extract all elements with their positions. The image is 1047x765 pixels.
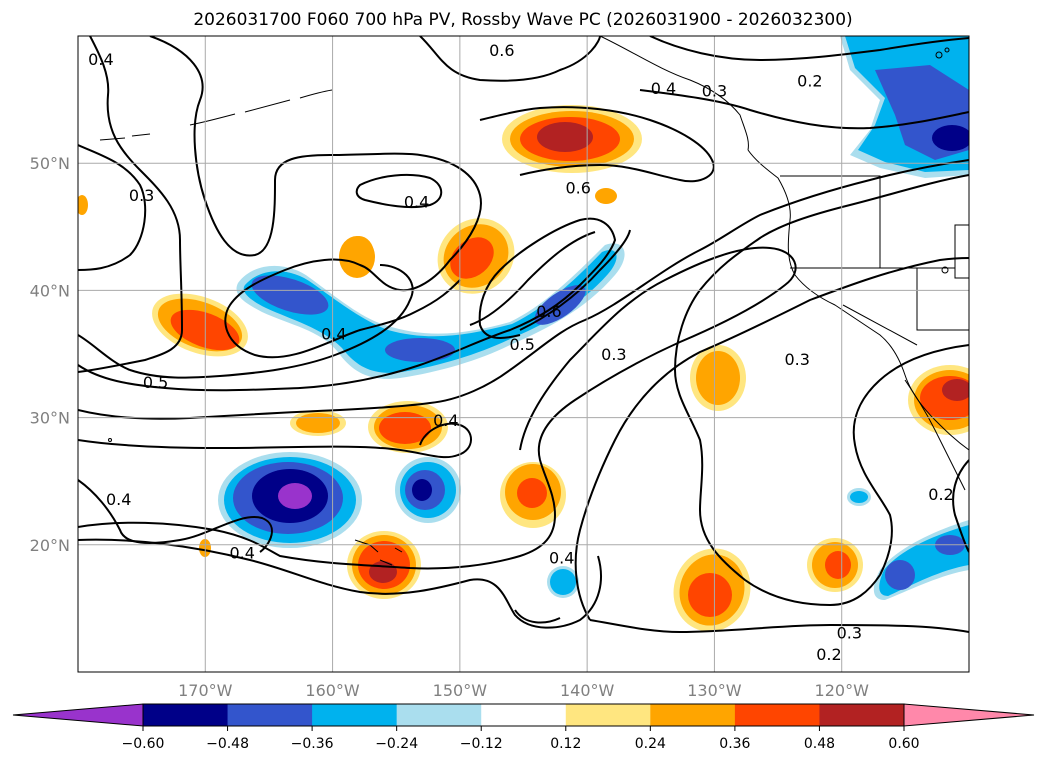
colorbar-tick-label: 0.60 <box>888 736 919 752</box>
contour-label: 0.4 <box>549 549 574 568</box>
colorbar-segment <box>481 704 567 726</box>
contour-label: 0.4 <box>433 411 458 430</box>
lat-tick-label: 20°N <box>30 536 70 555</box>
contour-label: 0.2 <box>797 72 822 91</box>
contour-0.4-long <box>78 159 969 420</box>
contour-label: 0.3 <box>837 624 862 643</box>
lat-tick-label: 50°N <box>30 154 70 173</box>
lon-tick-label: 170°W <box>178 681 233 700</box>
contour-0.4-southwest <box>78 479 273 553</box>
contour-label: 0.5 <box>510 335 535 354</box>
colorbar: −0.60 −0.48 −0.36 −0.24 −0.12 0.12 0.24 0.36 0.4… <box>12 703 1035 752</box>
coastlines <box>99 36 969 566</box>
contour-0.3-westloop <box>78 144 147 271</box>
contour-label: 0.4 <box>651 79 676 98</box>
lat-tick-labels: 20°N 30°N 40°N 50°N <box>30 154 70 555</box>
colorbar-extend-max <box>903 703 1035 727</box>
contour-0.4-loop-south <box>514 609 561 624</box>
colorbar-tick-label: −0.60 <box>122 736 165 752</box>
colorbar-segment <box>396 704 482 726</box>
contour-label: 0.3 <box>702 82 727 101</box>
contour-0.4-small <box>355 173 443 209</box>
contour-0.3-central <box>78 246 797 570</box>
colorbar-tick-label: −0.48 <box>206 736 249 752</box>
lat-tick-label: 30°N <box>30 409 70 428</box>
contour-0.6-0.5-ridge <box>469 229 631 331</box>
pv-shading <box>78 36 969 632</box>
contour-0.4-north <box>149 36 482 359</box>
contour-0.3-north <box>639 89 969 130</box>
colorbar-tick-label: 0.48 <box>804 736 835 752</box>
contour-label: 0.3 <box>129 186 154 205</box>
lon-tick-label: 120°W <box>815 681 870 700</box>
colorbar-tick-label: 0.24 <box>635 736 666 752</box>
contour-0.4-south <box>78 538 602 629</box>
coastline-alaska-panhandle <box>599 36 749 151</box>
contour-0.3-east <box>574 257 969 621</box>
contour-label: 0.5 <box>143 373 168 392</box>
map-frame <box>77 35 970 673</box>
lon-tick-label: 150°W <box>433 681 488 700</box>
lon-tick-labels: 170°W 160°W 150°W 140°W 130°W 120°W <box>178 681 869 700</box>
gridlines <box>78 36 969 672</box>
colorbar-tick-label: −0.24 <box>375 736 418 752</box>
contour-label: 0.2 <box>816 645 841 664</box>
map-title: 2026031700 F060 700 hPa PV, Rossby Wave … <box>193 10 852 30</box>
contour-0.6-gulf <box>479 106 715 183</box>
map-panel: 0.4 0.60.4 0.30.20.3 0.40.60.60.50.40.50.3 0… <box>78 36 969 672</box>
contour-0.2-south <box>589 619 969 634</box>
aleutian-islands <box>99 89 333 141</box>
positive-anomaly-gulf-alaska <box>502 105 642 173</box>
contour-0.2-north <box>649 36 969 62</box>
colorbar-segment <box>734 704 820 726</box>
negative-anomaly-subtropics <box>218 452 969 600</box>
contour-0.3-baja <box>852 344 969 576</box>
coastline-north-america <box>747 149 969 451</box>
contour-0.5-west <box>78 264 414 379</box>
contour-label: 0.2 <box>928 485 953 504</box>
colorbar-segment <box>143 704 229 726</box>
colorbar-segment <box>650 704 736 726</box>
contour-0.3-far-east <box>673 174 969 607</box>
contour-label: 0.4 <box>321 325 346 344</box>
positive-anomaly-subtropics <box>290 345 746 528</box>
contour-label: 0.6 <box>536 302 561 321</box>
contour-label: 0.3 <box>784 350 809 369</box>
colorbar-segment <box>819 704 905 726</box>
colorbar-tick-label: −0.36 <box>291 736 334 752</box>
contour-label: 0.6 <box>489 41 514 60</box>
lon-tick-label: 140°W <box>560 681 615 700</box>
contour-0.6-north <box>419 36 601 82</box>
colorbar-segment <box>565 704 651 726</box>
colorbar-tick-label: −0.12 <box>460 736 503 752</box>
colorbar-tick-label: 0.12 <box>550 736 581 752</box>
lat-tick-label: 40°N <box>30 281 70 300</box>
colorbar-frame <box>142 703 905 727</box>
coastline-baja <box>904 379 966 491</box>
lon-tick-label: 160°W <box>305 681 360 700</box>
negative-anomaly-canada <box>840 36 969 178</box>
colorbar-tick-label: 0.36 <box>719 736 750 752</box>
colorbar-extend-min <box>12 703 144 727</box>
contour-label: 0.6 <box>566 178 591 197</box>
contour-label: 0.4 <box>404 192 429 211</box>
border-box <box>954 224 969 279</box>
lon-tick-label: 130°W <box>687 681 742 700</box>
contour-label: 0.4 <box>229 543 254 562</box>
contour-labels: 0.4 0.60.4 0.30.20.3 0.40.60.60.50.40.50.3 0… <box>88 41 954 664</box>
pv-contours <box>78 36 969 634</box>
colorbar-segment <box>312 704 398 726</box>
contour-0.5-central <box>78 217 617 392</box>
colorbar-segment <box>227 704 313 726</box>
contour-label: 0.4 <box>88 50 113 69</box>
contour-label: 0.3 <box>601 345 626 364</box>
contour-0.3-west <box>78 36 184 373</box>
contour-label: 0.4 <box>106 490 131 509</box>
contour-0.2-east <box>952 459 969 553</box>
